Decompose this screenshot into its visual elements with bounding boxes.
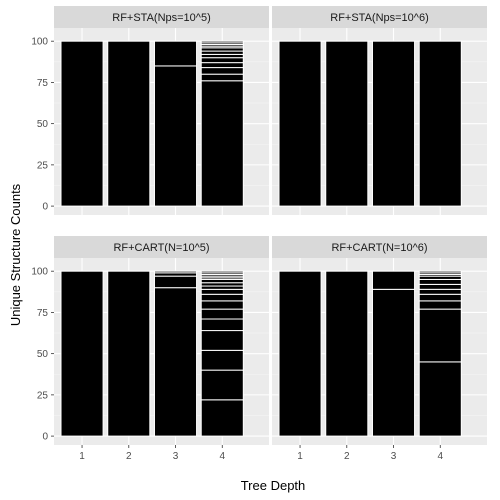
facet-strip: [272, 6, 487, 28]
bar-segment: [278, 270, 322, 437]
x-tick-label: 2: [126, 451, 132, 462]
bar-segment: [200, 293, 244, 302]
bar-segment: [371, 270, 416, 290]
facet-strip: [272, 236, 487, 258]
bar-segment: [200, 62, 244, 69]
bar-segment: [200, 318, 244, 332]
x-tick-label: 4: [219, 451, 225, 462]
bar-segment: [200, 369, 244, 401]
bar-segment: [60, 270, 104, 437]
y-tick-label: 75: [37, 78, 49, 89]
y-tick-label: 25: [37, 390, 49, 401]
y-tick-label: 0: [42, 202, 48, 213]
bar-segment: [200, 300, 244, 310]
bar-segment: [200, 80, 244, 207]
y-tick-label: 50: [37, 119, 49, 130]
bar-segment: [200, 40, 244, 44]
bar-segment: [418, 278, 462, 285]
bar-segment: [200, 330, 244, 351]
facet-panel: RF+CART(N=10^5) 0 25 50 75 100 1 2 3 4: [31, 236, 269, 462]
bar-segment: [107, 40, 151, 207]
bar-segment: [418, 288, 462, 295]
y-tick-label: 25: [37, 160, 49, 171]
bar-segment: [200, 57, 244, 64]
x-tick-label: 4: [437, 451, 443, 462]
y-axis-title: Unique Structure Counts: [8, 183, 23, 326]
facet-title: RF+CART(N=10^5): [113, 242, 209, 254]
x-tick-label: 3: [173, 451, 179, 462]
bar-segment: [153, 270, 198, 274]
x-tick-label: 3: [391, 451, 397, 462]
y-tick-label: 100: [31, 37, 48, 48]
bar-segment: [153, 287, 198, 437]
bar-segment: [418, 293, 462, 302]
x-tick-label: 1: [297, 451, 303, 462]
facet-strip: [54, 236, 269, 258]
bar-segment: [418, 270, 462, 274]
bar-segment: [418, 361, 462, 437]
bar-segment: [418, 283, 462, 290]
bar-segment: [200, 308, 244, 320]
facet-title: RF+STA(Nps=10^5): [112, 12, 211, 24]
bar-segment: [153, 65, 198, 207]
facet-panel: RF+CART(N=10^6) 1 2 3 4: [272, 236, 487, 462]
bar-segment: [200, 67, 244, 75]
facet-strip: [54, 6, 269, 28]
y-tick-label: 75: [37, 308, 49, 319]
facet-panel: RF+STA(Nps=10^5) 0 25 50 75 100: [31, 6, 269, 215]
bar-segment: [325, 40, 369, 207]
y-tick-label: 0: [42, 432, 48, 443]
bar-segment: [200, 288, 244, 295]
bar-segment: [371, 40, 416, 207]
bar-segment: [107, 270, 151, 437]
bar-segment: [325, 270, 369, 437]
bar-segment: [60, 40, 104, 207]
y-tick-label: 50: [37, 349, 49, 360]
facet-panel: RF+STA(Nps=10^6): [272, 6, 487, 215]
facet-title: RF+STA(Nps=10^6): [330, 12, 429, 24]
x-tick-label: 1: [79, 451, 85, 462]
bar-segment: [418, 308, 462, 363]
bar-segment: [200, 349, 244, 371]
bar-segment: [371, 288, 416, 437]
facet-title: RF+CART(N=10^6): [331, 242, 427, 254]
y-tick-label: 100: [31, 267, 48, 278]
bar-segment: [200, 399, 244, 437]
bar-segment: [153, 40, 198, 67]
bar-segment: [418, 40, 462, 207]
x-axis-title: Tree Depth: [241, 478, 306, 493]
x-tick-label: 2: [344, 451, 350, 462]
bar-segment: [153, 275, 198, 289]
bar-segment: [200, 73, 244, 82]
bar-segment: [418, 300, 462, 310]
bar-segment: [200, 270, 244, 274]
facet-grid: RF+STA(Nps=10^5)0255075100RF+STA(Nps=10^…: [31, 6, 487, 462]
bar-segment: [278, 40, 322, 207]
